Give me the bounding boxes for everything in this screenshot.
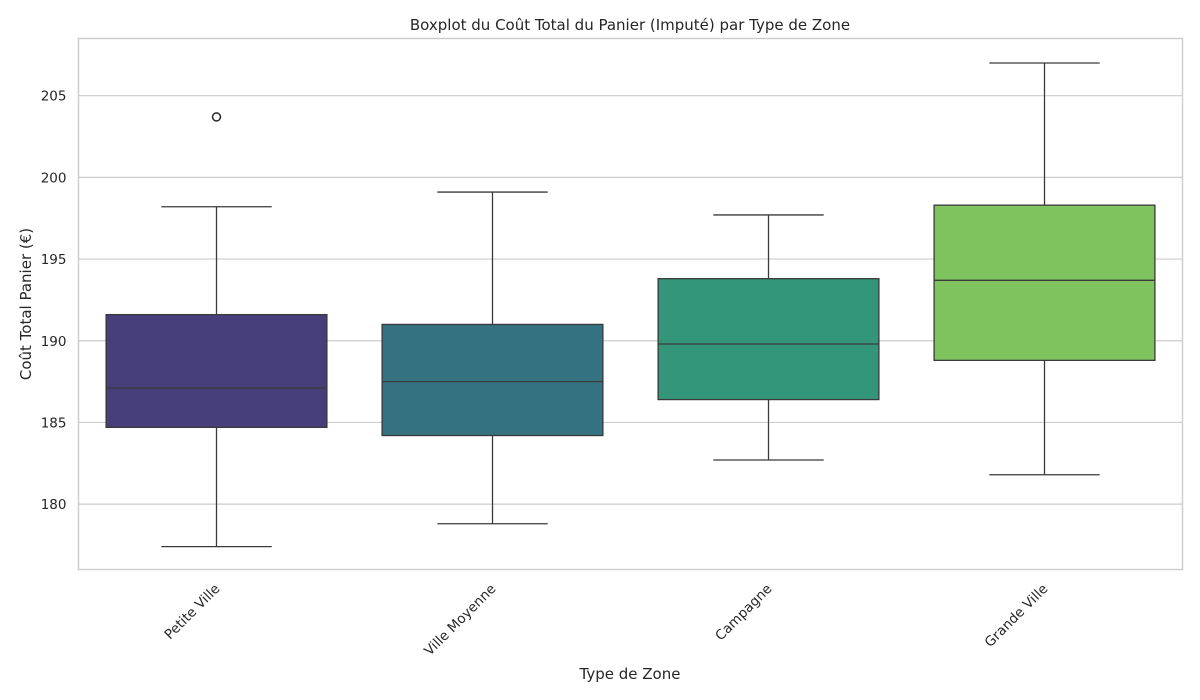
y-tick-label: 190 xyxy=(41,334,67,350)
plot-frame xyxy=(77,37,1184,571)
y-tick-label: 195 xyxy=(41,252,67,268)
box-group xyxy=(381,191,604,525)
chart-title: Boxplot du Coût Total du Panier (Imputé)… xyxy=(410,16,850,34)
y-tick-label: 180 xyxy=(41,497,67,513)
box-group xyxy=(105,112,328,548)
x-tick-label: Petite Ville xyxy=(162,581,224,643)
y-tick-labels: 180 185 190 195 200 205 xyxy=(41,89,67,513)
y-axis-label: Coût Total Panier (€) xyxy=(17,228,35,380)
box-group xyxy=(933,62,1156,476)
iqr-box xyxy=(933,204,1156,362)
outlier-point xyxy=(211,112,222,122)
iqr-box xyxy=(381,323,604,437)
y-tick-label: 185 xyxy=(41,415,67,431)
y-tick-label: 205 xyxy=(41,89,67,105)
iqr-box xyxy=(105,313,328,429)
x-tick-label: Ville Moyenne xyxy=(421,581,499,659)
iqr-box xyxy=(657,278,880,401)
x-tick-label: Grande Ville xyxy=(982,581,1052,651)
box-series xyxy=(105,62,1156,548)
x-tick-labels: Petite Ville Ville Moyenne Campagne Grande … xyxy=(162,581,1052,659)
box-group xyxy=(657,214,880,461)
x-axis-label: Type de Zone xyxy=(579,665,681,683)
x-tick-label: Campagne xyxy=(712,581,775,644)
y-tick-label: 200 xyxy=(41,170,67,186)
